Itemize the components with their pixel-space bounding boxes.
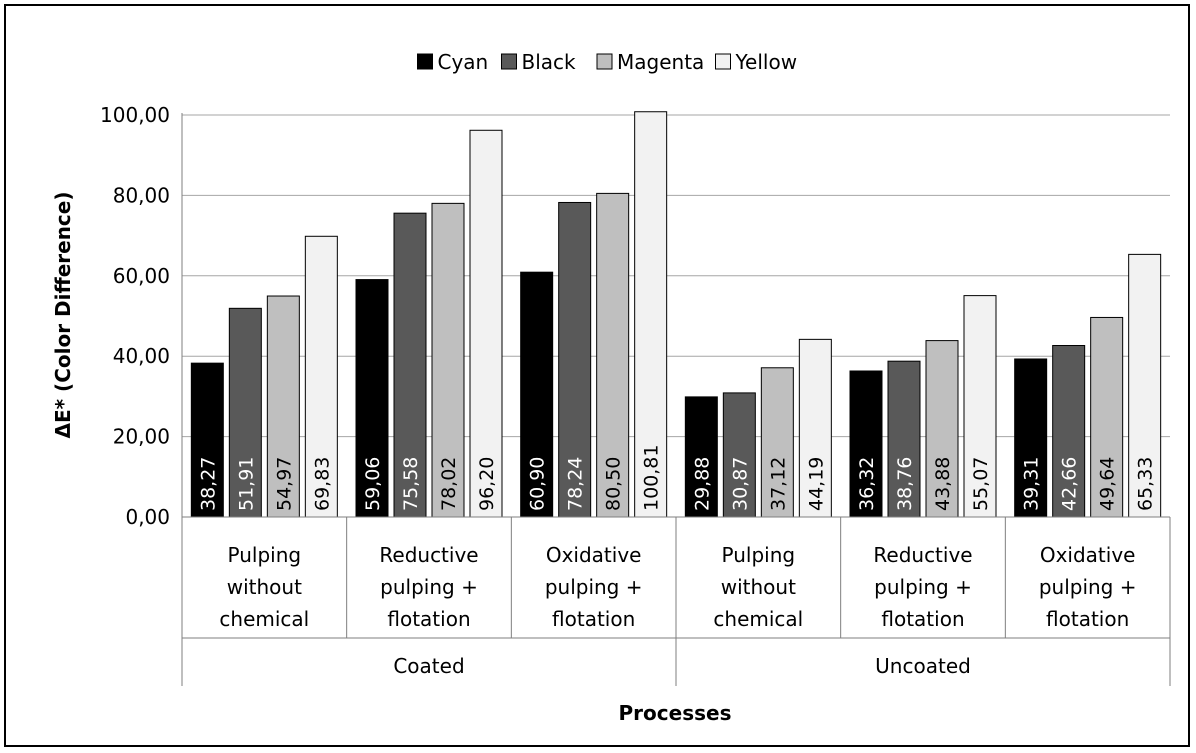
x-category-label: Reductive pulping + flotation xyxy=(379,543,478,631)
x-axis-title: Processes xyxy=(619,701,732,725)
group-label: Coated xyxy=(393,654,464,678)
bar-magenta xyxy=(925,340,959,518)
data-label: 38,76 xyxy=(894,457,916,511)
data-label: 42,66 xyxy=(1059,457,1081,511)
bars: 38,27 51,91 54,97 69,83 59,06 75,58 78,02 96,20… xyxy=(190,111,1162,518)
x-category-label: Oxidative pulping + flotation xyxy=(545,543,643,631)
data-label: 80,50 xyxy=(603,457,625,511)
bar-cyan xyxy=(684,396,718,518)
data-label: 75,58 xyxy=(400,457,422,511)
y-tick-label: 20,00 xyxy=(113,425,170,449)
bar-yellow xyxy=(798,338,832,518)
gridlines xyxy=(182,114,1170,438)
x-category-label: Reductive pulping + flotation xyxy=(873,543,972,631)
data-label: 43,88 xyxy=(932,457,954,511)
bar-cyan xyxy=(520,271,554,518)
bar-magenta xyxy=(431,202,465,518)
legend-swatch-magenta xyxy=(596,53,613,70)
y-tick-label: 0,00 xyxy=(125,505,170,529)
data-label: 55,07 xyxy=(970,457,992,511)
legend-label: Cyan xyxy=(438,50,489,74)
data-label: 65,33 xyxy=(1135,457,1157,511)
bar-yellow xyxy=(1128,253,1162,518)
bar-cyan xyxy=(355,279,389,518)
legend: Cyan Black Magenta Yellow xyxy=(417,50,798,74)
y-tick-label: 100,00 xyxy=(100,103,170,127)
legend-label: Magenta xyxy=(617,50,704,74)
data-label: 39,31 xyxy=(1021,457,1043,511)
data-label: 54,97 xyxy=(273,457,295,511)
bar-yellow xyxy=(634,111,668,518)
y-axis-title: ΔE* (Color Difference) xyxy=(51,192,75,439)
data-label: 78,02 xyxy=(438,457,460,511)
bar-magenta xyxy=(760,367,794,518)
bar-cyan xyxy=(849,370,883,518)
bar-yellow xyxy=(469,129,503,518)
group-label: Uncoated xyxy=(875,654,971,678)
bar-cyan xyxy=(1014,358,1048,518)
legend-label: Yellow xyxy=(735,50,798,74)
data-label: 38,27 xyxy=(197,457,219,511)
data-label: 59,06 xyxy=(362,457,384,511)
bar-magenta xyxy=(596,192,630,518)
legend-swatch-yellow xyxy=(715,53,731,70)
bar-magenta xyxy=(266,295,300,518)
x-category-label: Oxidative pulping + flotation xyxy=(1039,543,1137,631)
axes: 0,00 20,00 40,00 60,00 80,00 100,00 Pulping wit… xyxy=(100,103,1171,686)
bar-black xyxy=(887,360,921,518)
bar-black xyxy=(558,201,592,518)
data-label: 30,87 xyxy=(729,457,751,511)
bar-black xyxy=(228,307,262,518)
legend-label: Black xyxy=(522,50,577,74)
data-label: 100,81 xyxy=(641,445,663,511)
data-label: 37,12 xyxy=(767,457,789,511)
x-category-label: Pulping without chemical xyxy=(219,543,309,631)
legend-swatch-black xyxy=(501,53,517,70)
data-label: 49,64 xyxy=(1097,457,1119,511)
bar-black xyxy=(393,212,427,518)
bar-yellow xyxy=(304,235,338,518)
bar-black xyxy=(722,392,756,518)
data-label: 44,19 xyxy=(805,457,827,511)
legend-swatch-cyan xyxy=(417,53,433,70)
data-label: 36,32 xyxy=(856,457,878,511)
bar-yellow xyxy=(963,295,997,518)
data-label: 51,91 xyxy=(235,457,257,511)
x-category-label: Pulping without chemical xyxy=(713,543,803,631)
data-label: 69,83 xyxy=(311,457,333,511)
y-tick-label: 40,00 xyxy=(113,344,170,368)
data-label: 29,88 xyxy=(691,457,713,511)
y-tick-label: 80,00 xyxy=(113,183,170,207)
data-label: 78,24 xyxy=(565,457,587,511)
y-tick-label: 60,00 xyxy=(113,264,170,288)
data-label: 60,90 xyxy=(527,457,549,511)
data-label: 96,20 xyxy=(476,457,498,511)
